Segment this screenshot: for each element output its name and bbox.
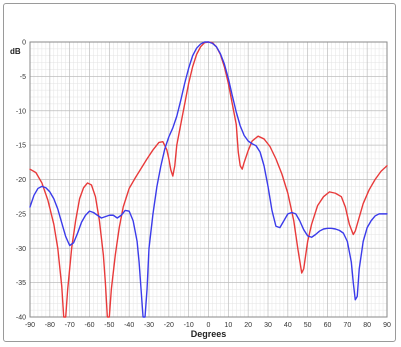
x-tick-label: 60 bbox=[324, 322, 332, 329]
series-line-1 bbox=[29, 41, 388, 318]
x-tick-label: -30 bbox=[144, 322, 154, 329]
x-tick-label: 0 bbox=[207, 322, 211, 329]
x-axis-label: Degrees bbox=[191, 329, 227, 339]
y-tick-label: -35 bbox=[16, 280, 26, 287]
x-tick-label: 30 bbox=[264, 322, 272, 329]
x-tick-label: -80 bbox=[45, 322, 55, 329]
y-tick-label: 0 bbox=[22, 40, 26, 47]
x-tick-label: -10 bbox=[184, 322, 194, 329]
y-tick-label: -40 bbox=[16, 315, 26, 322]
x-tick-label: 80 bbox=[363, 322, 371, 329]
chart-frame: -90 -80 -70 -60 -50 -40 -30 -20 -10 0 10 20 30 40 50 60… bbox=[3, 3, 396, 342]
x-tick-label: -40 bbox=[124, 322, 134, 329]
series-line-2 bbox=[29, 41, 388, 318]
x-tick-label: -60 bbox=[84, 322, 94, 329]
y-axis-label: dB bbox=[10, 47, 21, 56]
x-tick-label: 10 bbox=[224, 322, 232, 329]
x-tick-label: -90 bbox=[25, 322, 35, 329]
y-tick-label: -25 bbox=[16, 211, 26, 218]
y-tick-label: -10 bbox=[16, 108, 26, 115]
polar-pattern-chart: -90 -80 -70 -60 -50 -40 -30 -20 -10 0 10 20 30 40 50 60… bbox=[10, 40, 391, 340]
x-tick-label: -70 bbox=[65, 322, 75, 329]
x-tick-label: 50 bbox=[304, 322, 312, 329]
x-tick-label: -50 bbox=[104, 322, 114, 329]
x-tick-label: 40 bbox=[284, 322, 292, 329]
x-tick-label: 20 bbox=[244, 322, 252, 329]
y-tick-label: -30 bbox=[16, 246, 26, 253]
y-tick-label: -5 bbox=[20, 74, 26, 81]
x-tick-label: 70 bbox=[343, 322, 351, 329]
x-tick-label: 90 bbox=[383, 322, 391, 329]
x-tick-label: -20 bbox=[164, 322, 174, 329]
y-tick-label: -15 bbox=[16, 143, 26, 150]
y-tick-label: -20 bbox=[16, 177, 26, 184]
